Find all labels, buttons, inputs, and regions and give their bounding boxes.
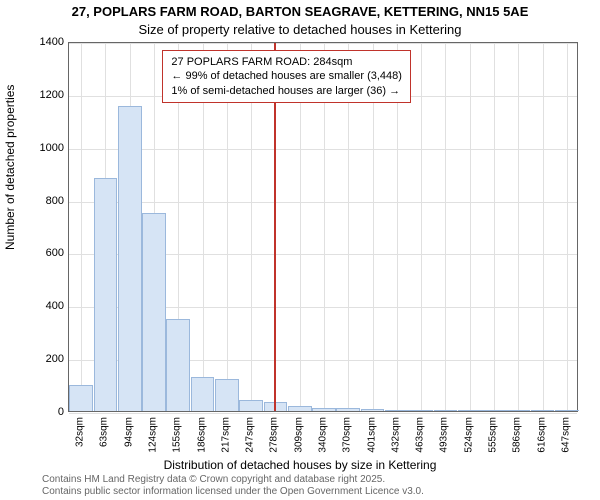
chart-subtitle: Size of property relative to detached ho… bbox=[0, 22, 600, 37]
gridline-v bbox=[518, 43, 519, 411]
y-tick-label: 400 bbox=[24, 300, 64, 312]
bar bbox=[166, 319, 190, 412]
x-tick-label: 124sqm bbox=[148, 417, 159, 453]
legend-line-3: 1% of semi-detached houses are larger (3… bbox=[171, 84, 402, 98]
y-tick-label: 1000 bbox=[24, 142, 64, 154]
x-tick-label: 370sqm bbox=[342, 417, 353, 453]
x-tick-label: 94sqm bbox=[123, 417, 134, 447]
x-tick-label: 586sqm bbox=[512, 417, 523, 453]
x-tick-label: 463sqm bbox=[415, 417, 426, 453]
y-tick-label: 1400 bbox=[24, 36, 64, 48]
bar bbox=[336, 408, 360, 411]
bar bbox=[142, 213, 166, 411]
attribution-line-1: Contains HM Land Registry data © Crown c… bbox=[42, 474, 424, 486]
x-tick-label: 647sqm bbox=[560, 417, 571, 453]
bar bbox=[215, 379, 239, 411]
bar bbox=[434, 410, 458, 411]
y-axis-label: Number of detached properties bbox=[3, 85, 17, 250]
x-axis-label: Distribution of detached houses by size … bbox=[0, 458, 600, 472]
chart-title: 27, POPLARS FARM ROAD, BARTON SEAGRAVE, … bbox=[0, 4, 600, 19]
legend-line-1: 27 POPLARS FARM ROAD: 284sqm bbox=[171, 55, 402, 69]
bar bbox=[239, 400, 263, 411]
gridline-h bbox=[69, 202, 577, 203]
bar bbox=[409, 410, 433, 411]
y-tick-label: 1200 bbox=[24, 89, 64, 101]
bar bbox=[531, 410, 555, 411]
x-tick-label: 340sqm bbox=[318, 417, 329, 453]
bar bbox=[361, 409, 385, 411]
gridline-v bbox=[543, 43, 544, 411]
y-tick-label: 0 bbox=[24, 406, 64, 418]
x-tick-label: 616sqm bbox=[536, 417, 547, 453]
gridline-v bbox=[445, 43, 446, 411]
attribution-line-2: Contains public sector information licen… bbox=[42, 486, 424, 498]
x-tick-label: 401sqm bbox=[366, 417, 377, 453]
bar bbox=[506, 410, 530, 411]
gridline-v bbox=[470, 43, 471, 411]
x-tick-label: 309sqm bbox=[293, 417, 304, 453]
bar bbox=[458, 410, 482, 411]
x-tick-label: 493sqm bbox=[439, 417, 450, 453]
x-tick-label: 63sqm bbox=[99, 417, 110, 447]
legend-box: 27 POPLARS FARM ROAD: 284sqm← 99% of det… bbox=[162, 50, 411, 103]
gridline-v bbox=[81, 43, 82, 411]
y-tick-label: 800 bbox=[24, 195, 64, 207]
bar bbox=[312, 408, 336, 411]
gridline-h bbox=[69, 43, 577, 44]
gridline-v bbox=[494, 43, 495, 411]
x-tick-label: 524sqm bbox=[463, 417, 474, 453]
gridline-h bbox=[69, 413, 577, 414]
x-tick-label: 32sqm bbox=[75, 417, 86, 447]
gridline-h bbox=[69, 149, 577, 150]
bar bbox=[555, 410, 579, 411]
x-tick-label: 186sqm bbox=[196, 417, 207, 453]
x-tick-label: 247sqm bbox=[245, 417, 256, 453]
gridline-v bbox=[567, 43, 568, 411]
x-tick-label: 155sqm bbox=[172, 417, 183, 453]
bar bbox=[69, 385, 93, 411]
bar bbox=[118, 106, 142, 411]
bar bbox=[288, 406, 312, 411]
bar bbox=[385, 410, 409, 411]
legend-line-2: ← 99% of detached houses are smaller (3,… bbox=[171, 69, 402, 83]
x-tick-label: 217sqm bbox=[220, 417, 231, 453]
y-tick-label: 200 bbox=[24, 353, 64, 365]
bar bbox=[94, 178, 118, 411]
x-tick-label: 432sqm bbox=[390, 417, 401, 453]
y-tick-label: 600 bbox=[24, 247, 64, 259]
x-tick-label: 278sqm bbox=[269, 417, 280, 453]
attribution: Contains HM Land Registry data © Crown c… bbox=[42, 474, 424, 498]
gridline-v bbox=[421, 43, 422, 411]
x-tick-label: 555sqm bbox=[488, 417, 499, 453]
bar bbox=[482, 410, 506, 411]
bar bbox=[191, 377, 215, 411]
chart-container: 27, POPLARS FARM ROAD, BARTON SEAGRAVE, … bbox=[0, 0, 600, 500]
